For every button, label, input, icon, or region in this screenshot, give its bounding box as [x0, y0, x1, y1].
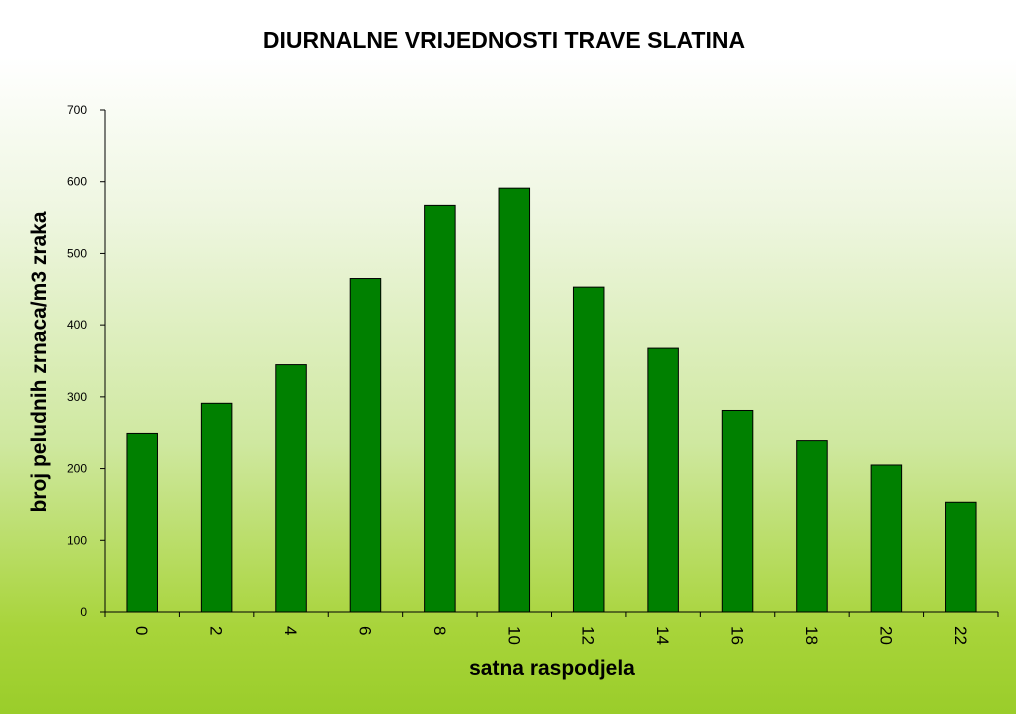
y-tick-label: 0 — [80, 605, 87, 619]
y-tick-label: 300 — [67, 390, 87, 404]
bar — [870, 464, 903, 613]
x-tick-label: 10 — [504, 626, 523, 645]
bar — [647, 347, 679, 613]
bar — [349, 278, 382, 613]
bar — [200, 402, 233, 613]
x-tick-label: 20 — [876, 626, 895, 645]
bar — [424, 204, 456, 613]
x-tick-label: 6 — [355, 626, 374, 635]
x-tick-label: 2 — [207, 626, 226, 635]
bar — [945, 501, 977, 613]
x-tick-label: 12 — [579, 626, 598, 645]
x-tick-label: 4 — [281, 626, 300, 635]
x-tick-label: 14 — [653, 626, 672, 645]
bar — [126, 432, 158, 613]
bar — [275, 364, 307, 613]
y-axis-label: broj peludnih zrnaca/m3 zraka — [28, 211, 51, 512]
y-tick-label: 600 — [67, 175, 87, 189]
chart-title: DIURNALNE VRIJEDNOSTI TRAVE SLATINA — [263, 27, 745, 53]
x-tick-label: 22 — [951, 626, 970, 645]
plot-area: 0 100 200 300 400 500 600 700 0 2 4 6 8 10 12 14 16 18 20 2… — [67, 103, 999, 645]
y-tick-label: 500 — [67, 246, 87, 260]
y-tick-label: 200 — [67, 462, 87, 476]
y-tick-label: 700 — [67, 103, 87, 117]
bar — [498, 187, 531, 613]
x-axis-label: satna raspodjela — [469, 657, 635, 680]
bar — [721, 409, 754, 613]
y-tick-label: 400 — [67, 318, 87, 332]
bar — [572, 286, 605, 613]
x-tick-label: 0 — [132, 626, 151, 635]
x-tick-label: 8 — [430, 626, 449, 635]
x-tick-label: 16 — [728, 626, 747, 645]
y-tick-label: 100 — [67, 533, 87, 547]
x-tick-label: 18 — [802, 626, 821, 645]
bar — [796, 440, 828, 613]
